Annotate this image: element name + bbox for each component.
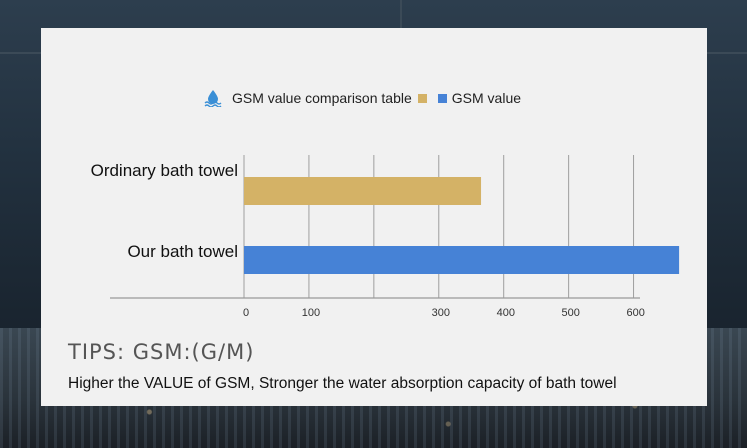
window-frame-post <box>400 0 402 28</box>
legend-swatch-ours <box>437 93 447 103</box>
bar-ordinary-bath-towel <box>244 177 482 205</box>
chart-legend: GSM value comparison table GSM value <box>204 88 521 108</box>
legend-swatch-ordinary <box>417 93 427 103</box>
x-tick-label: 600 <box>626 307 644 319</box>
tips-heading: TIPS: GSM:(G/M) <box>68 340 255 364</box>
category-label: Our bath towel <box>127 242 238 261</box>
bar-our-bath-towel <box>244 246 680 274</box>
chart-grid <box>243 155 635 298</box>
x-tick-label: 0 <box>243 307 249 319</box>
x-tick-label: 100 <box>302 307 320 319</box>
category-labels: Ordinary bath towel Our bath towel <box>91 161 238 261</box>
water-drop-icon <box>204 90 222 107</box>
chart-bars <box>244 177 680 274</box>
x-tick-labels: 0 100 300 400 500 600 <box>243 307 645 319</box>
legend-title: GSM value comparison table <box>232 90 412 106</box>
x-tick-label: 400 <box>497 307 515 319</box>
x-tick-label: 500 <box>562 307 580 319</box>
tips-description: Higher the VALUE of GSM, Stronger the wa… <box>68 375 617 392</box>
legend-series-label: GSM value <box>451 90 522 106</box>
x-tick-label: 300 <box>432 307 450 319</box>
category-label: Ordinary bath towel <box>91 161 238 180</box>
